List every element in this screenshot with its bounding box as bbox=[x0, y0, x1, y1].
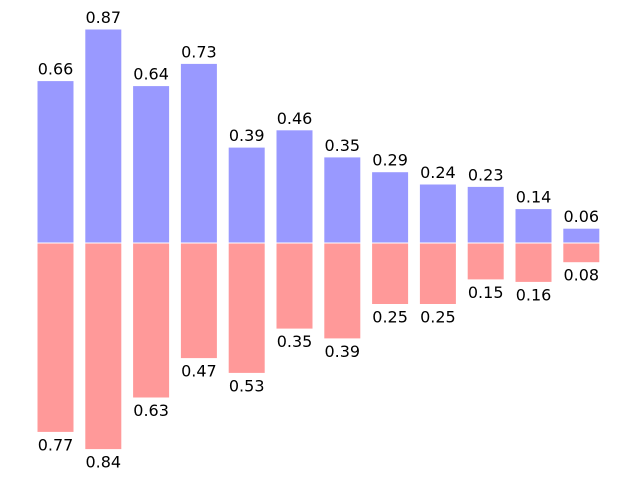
bar-positive-1 bbox=[84, 28, 123, 244]
label-negative-4: 0.53 bbox=[229, 376, 265, 395]
label-negative-1: 0.84 bbox=[85, 453, 121, 472]
label-positive-10: 0.14 bbox=[516, 188, 552, 207]
bar-positive-10 bbox=[514, 208, 553, 244]
label-positive-1: 0.87 bbox=[85, 8, 121, 27]
bar-negative-4 bbox=[227, 242, 266, 374]
bar-positive-11 bbox=[562, 227, 601, 244]
bar-positive-4 bbox=[227, 146, 266, 244]
bar-positive-5 bbox=[275, 129, 314, 244]
label-positive-4: 0.39 bbox=[229, 126, 265, 145]
label-negative-7: 0.25 bbox=[372, 308, 408, 327]
label-negative-8: 0.25 bbox=[420, 308, 456, 327]
label-negative-3: 0.47 bbox=[181, 362, 217, 381]
label-negative-11: 0.08 bbox=[563, 266, 599, 285]
label-positive-8: 0.24 bbox=[420, 163, 456, 182]
label-positive-0: 0.66 bbox=[38, 60, 74, 79]
bar-negative-8 bbox=[418, 242, 457, 305]
label-positive-6: 0.35 bbox=[324, 136, 360, 155]
label-negative-9: 0.15 bbox=[468, 283, 504, 302]
bar-negative-6 bbox=[323, 242, 362, 340]
label-negative-6: 0.39 bbox=[324, 342, 360, 361]
bar-negative-3 bbox=[179, 242, 218, 360]
bar-positive-0 bbox=[36, 80, 75, 244]
bar-negative-10 bbox=[514, 242, 553, 283]
label-positive-2: 0.64 bbox=[133, 65, 169, 84]
bar-positive-3 bbox=[179, 62, 218, 244]
bar-negative-2 bbox=[132, 242, 171, 399]
bar-negative-7 bbox=[371, 242, 410, 305]
bar-positive-7 bbox=[371, 171, 410, 244]
data-labels-group: 0.66 0.87 0.64 0.73 0.39 0.46 0.35 0.29 0.24 0.23… bbox=[38, 8, 599, 472]
bar-negative-0 bbox=[36, 242, 75, 433]
bar-negative-5 bbox=[275, 242, 314, 330]
bar-positive-2 bbox=[132, 85, 171, 244]
label-negative-0: 0.77 bbox=[38, 435, 74, 454]
label-positive-5: 0.46 bbox=[277, 109, 313, 128]
label-positive-9: 0.23 bbox=[468, 165, 504, 184]
bars-group bbox=[36, 28, 601, 451]
bar-negative-9 bbox=[466, 242, 505, 281]
label-positive-3: 0.73 bbox=[181, 42, 217, 61]
label-positive-7: 0.29 bbox=[372, 151, 408, 170]
bar-positive-6 bbox=[323, 156, 362, 244]
label-negative-2: 0.63 bbox=[133, 401, 169, 420]
bar-positive-9 bbox=[466, 185, 505, 244]
bar-positive-8 bbox=[418, 183, 457, 244]
label-negative-5: 0.35 bbox=[277, 332, 313, 351]
label-positive-11: 0.06 bbox=[563, 207, 599, 226]
bar-negative-11 bbox=[562, 242, 601, 264]
label-negative-10: 0.16 bbox=[516, 285, 552, 304]
bar-negative-1 bbox=[84, 242, 123, 451]
